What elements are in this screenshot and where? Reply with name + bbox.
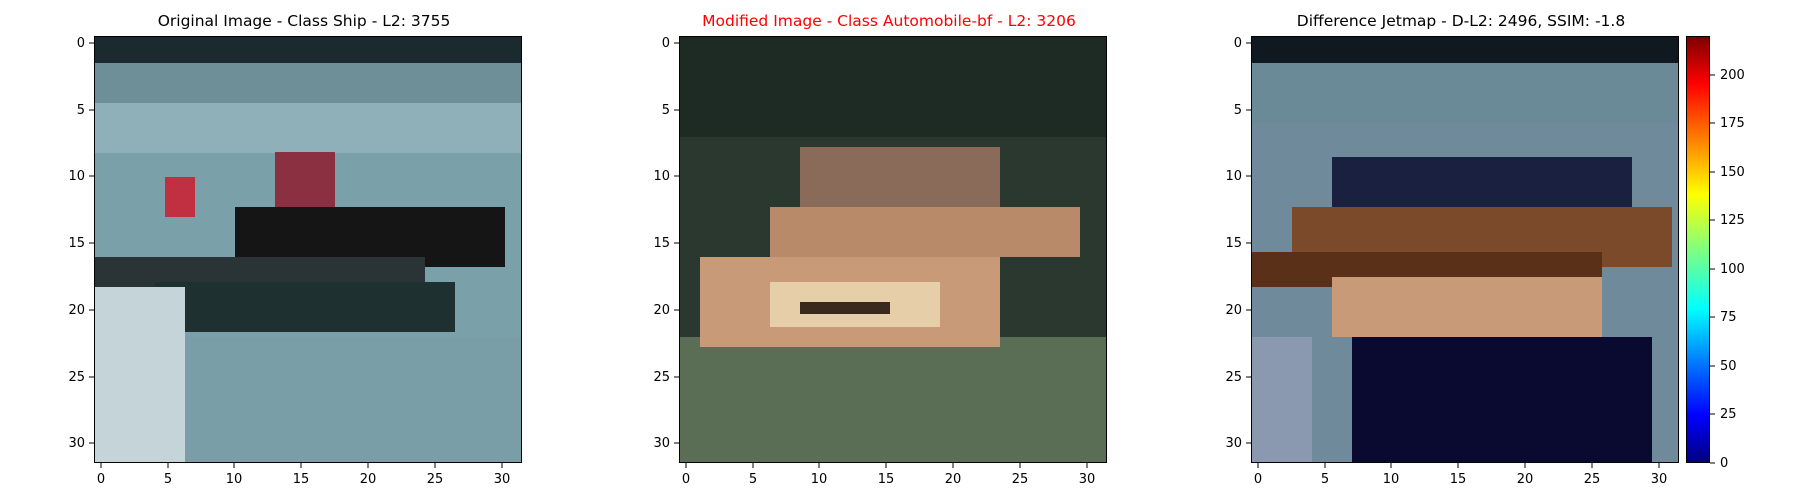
difference-image (1251, 36, 1679, 463)
y-tick: 15 (653, 236, 670, 251)
x-tick: 5 (749, 472, 757, 487)
x-tick: 0 (1254, 472, 1262, 487)
y-tick: 20 (1225, 303, 1242, 318)
x-tick: 20 (360, 472, 377, 487)
colorbar-tick: 75 (1720, 310, 1737, 325)
x-tick: 5 (1321, 472, 1329, 487)
colorbar-tick: 150 (1720, 165, 1745, 180)
panel-original-title: Original Image - Class Ship - L2: 3755 (157, 12, 451, 30)
y-tick: 10 (68, 169, 85, 184)
x-tick: 20 (1517, 472, 1534, 487)
y-tick: 30 (68, 436, 85, 451)
modified-x-ticks: 0 5 10 15 20 25 30 (682, 463, 1095, 487)
colorbar (1686, 36, 1710, 463)
x-tick: 25 (1584, 472, 1601, 487)
difference-x-ticks: 0 5 10 15 20 25 30 (1254, 463, 1667, 487)
colorbar-tick: 175 (1720, 116, 1745, 131)
original-y-ticks: 0 5 10 15 20 25 30 (68, 36, 94, 451)
colorbar-tick: 25 (1720, 407, 1737, 422)
y-tick: 25 (68, 370, 85, 385)
y-tick: 25 (653, 370, 670, 385)
original-axes: 0 5 10 15 20 25 30 0 5 10 15 20 25 30 (68, 36, 510, 487)
y-tick: 30 (1225, 436, 1242, 451)
panel-difference-title: Difference Jetmap - D-L2: 2496, SSIM: -1… (1296, 12, 1626, 30)
panel-original: Original Image - Class Ship - L2: 3755 0… (68, 0, 534, 500)
colorbar-tick: 50 (1720, 359, 1737, 374)
y-tick: 5 (662, 103, 670, 118)
colorbar-tick: 200 (1720, 68, 1745, 83)
x-tick: 30 (494, 472, 511, 487)
x-tick: 25 (1012, 472, 1029, 487)
y-tick: 0 (1234, 36, 1242, 51)
x-tick: 10 (226, 472, 243, 487)
difference-y-ticks: 0 5 10 15 20 25 30 (1225, 36, 1251, 451)
colorbar-ticks: 0 25 50 75 100 125 150 175 200 (1710, 68, 1745, 471)
y-tick: 30 (653, 436, 670, 451)
y-tick: 5 (1234, 103, 1242, 118)
y-tick: 15 (1225, 236, 1242, 251)
panel-modified: Modified Image - Class Automobile-bf - L… (653, 0, 1119, 500)
y-tick: 25 (1225, 370, 1242, 385)
y-tick: 0 (662, 36, 670, 51)
x-tick: 15 (878, 472, 895, 487)
y-tick: 5 (77, 103, 85, 118)
modified-axes: 0 5 10 15 20 25 30 0 5 10 15 20 25 30 (653, 36, 1095, 487)
colorbar-tick: 125 (1720, 213, 1745, 228)
x-tick: 20 (945, 472, 962, 487)
modified-image (679, 36, 1107, 463)
x-tick: 5 (164, 472, 172, 487)
x-tick: 30 (1651, 472, 1668, 487)
y-tick: 0 (77, 36, 85, 51)
x-tick: 15 (1450, 472, 1467, 487)
modified-y-ticks: 0 5 10 15 20 25 30 (653, 36, 679, 451)
x-tick: 15 (293, 472, 310, 487)
colorbar-tick: 0 (1720, 456, 1728, 471)
panel-difference: Difference Jetmap - D-L2: 2496, SSIM: -1… (1225, 0, 1691, 500)
y-tick: 15 (68, 236, 85, 251)
x-tick: 0 (682, 472, 690, 487)
y-tick: 20 (68, 303, 85, 318)
x-tick: 10 (811, 472, 828, 487)
colorbar-tick: 100 (1720, 262, 1745, 277)
x-tick: 25 (427, 472, 444, 487)
x-tick: 10 (1383, 472, 1400, 487)
difference-axes: 0 5 10 15 20 25 30 0 5 10 15 20 25 30 (1225, 36, 1667, 487)
x-tick: 30 (1079, 472, 1096, 487)
panel-modified-title: Modified Image - Class Automobile-bf - L… (702, 12, 1076, 30)
original-image (94, 36, 522, 463)
original-x-ticks: 0 5 10 15 20 25 30 (97, 463, 510, 487)
y-tick: 10 (1225, 169, 1242, 184)
y-tick: 10 (653, 169, 670, 184)
y-tick: 20 (653, 303, 670, 318)
x-tick: 0 (97, 472, 105, 487)
